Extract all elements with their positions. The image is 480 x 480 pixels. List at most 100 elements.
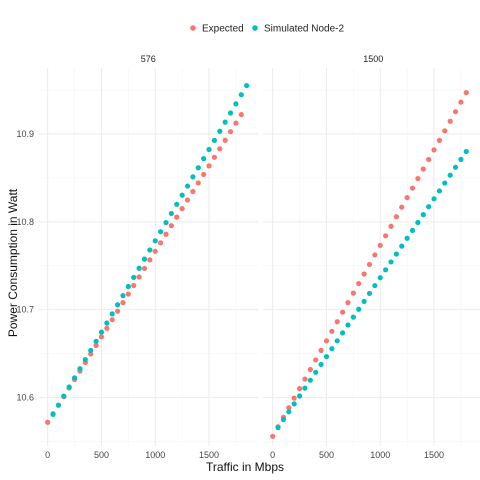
facet-panel-576: 576 0 500 1000 1500 10.6 10.7 10.8 10.9 — [16, 54, 259, 460]
data-point — [345, 300, 351, 306]
series-simulated-node-2 — [50, 82, 250, 417]
data-point — [55, 402, 62, 408]
data-point — [77, 366, 83, 372]
data-point — [50, 411, 56, 417]
y-tick-label: 10.7 — [16, 305, 34, 315]
data-point — [399, 243, 405, 249]
data-point — [93, 338, 99, 344]
data-point — [174, 201, 180, 207]
data-point — [152, 248, 158, 254]
data-point — [313, 357, 319, 363]
data-point — [356, 280, 362, 287]
y-tick-label: 10.9 — [16, 129, 34, 139]
legend-label: Expected — [202, 24, 244, 35]
data-point — [350, 290, 356, 296]
x-tick-label: 0 — [45, 450, 50, 460]
x-tick-label: 1500 — [424, 450, 444, 460]
data-point — [436, 137, 442, 143]
data-point — [377, 275, 383, 281]
data-point — [447, 118, 453, 124]
data-point — [334, 319, 340, 325]
data-point — [98, 334, 105, 340]
data-point — [104, 320, 110, 326]
data-point — [184, 183, 191, 189]
legend-item-0: Expected — [190, 24, 244, 35]
data-point — [174, 214, 180, 220]
data-point — [286, 405, 292, 411]
facet-title: 1500 — [363, 54, 383, 64]
data-point — [163, 219, 169, 226]
data-point — [431, 196, 437, 202]
data-point — [45, 419, 51, 425]
data-point — [340, 309, 346, 315]
data-point — [195, 180, 201, 186]
data-point — [296, 393, 303, 399]
data-point — [404, 195, 410, 201]
data-point — [147, 257, 153, 263]
data-point — [222, 119, 228, 125]
data-point — [393, 214, 399, 220]
data-point — [426, 156, 432, 163]
data-point — [179, 206, 185, 212]
data-point — [125, 283, 131, 290]
data-point — [222, 137, 228, 143]
x-tick-label: 500 — [319, 450, 334, 460]
data-point — [442, 180, 448, 186]
data-point — [345, 322, 351, 328]
data-point — [383, 233, 389, 239]
data-point — [168, 223, 174, 229]
data-point — [409, 227, 416, 233]
data-point — [436, 188, 442, 194]
data-point — [190, 174, 196, 180]
data-point — [302, 385, 308, 391]
data-point — [227, 129, 234, 135]
data-point — [313, 369, 319, 375]
data-point — [206, 163, 212, 169]
data-point — [291, 401, 297, 407]
data-point — [115, 308, 121, 314]
data-point — [211, 137, 217, 143]
data-point — [404, 235, 410, 241]
x-tick-label: 1000 — [370, 450, 390, 460]
facet-panel-1500: 1500 0 500 1000 1500 — [263, 54, 480, 460]
data-point — [120, 300, 126, 306]
data-point — [452, 164, 459, 170]
data-point — [211, 154, 217, 160]
data-point — [104, 325, 110, 331]
data-point — [447, 172, 453, 178]
data-point — [179, 192, 185, 198]
data-point — [307, 377, 313, 383]
data-point — [307, 366, 313, 373]
data-point — [318, 361, 324, 368]
legend: Expected Simulated Node-2 — [190, 24, 344, 35]
data-point — [361, 271, 367, 277]
data-point — [286, 409, 292, 415]
y-axis-title: Power Consumption in Watt — [6, 188, 20, 337]
data-point — [136, 274, 142, 280]
data-point — [163, 231, 169, 237]
data-point — [302, 376, 308, 382]
data-point — [291, 395, 297, 401]
x-tick-label: 0 — [270, 450, 275, 460]
data-point — [206, 146, 212, 153]
data-point — [458, 99, 464, 105]
data-point — [201, 171, 207, 178]
data-point — [329, 346, 335, 352]
data-point — [82, 356, 88, 363]
data-point — [217, 146, 223, 152]
data-point — [147, 247, 153, 253]
data-point — [109, 311, 115, 317]
facet-title: 576 — [141, 54, 156, 64]
data-point — [399, 204, 405, 210]
data-point — [109, 317, 115, 323]
data-point — [415, 219, 421, 226]
data-point — [190, 188, 196, 195]
data-point — [431, 147, 437, 153]
y-tick-label: 10.6 — [16, 393, 34, 403]
data-point — [141, 256, 148, 262]
data-point — [409, 185, 416, 191]
data-point — [120, 293, 126, 299]
x-axis-title: Traffic in Mbps — [206, 460, 284, 474]
